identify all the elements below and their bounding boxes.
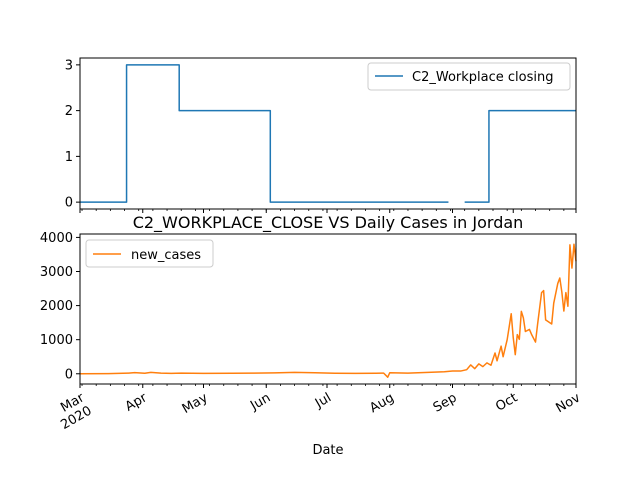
bottom-legend-box [85,239,214,268]
top-y-tick-label: 1 [65,150,73,165]
top-legend-box [367,62,571,91]
top-y-tick-label: 0 [65,196,73,211]
bottom-series-lines [79,243,577,378]
workplace-closing-line [464,109,576,203]
x-axis-label: Date [312,443,343,458]
top-legend: C2_Workplace closing [367,62,571,91]
top-y-ticks: 0 1 2 3 [65,58,80,211]
bottom-y-tick-label: 1000 [40,333,73,348]
new-cases-line [79,243,577,378]
chart-title: C2_WORKPLACE_CLOSE VS Daily Cases in Jor… [133,213,524,233]
top-y-tick-label: 2 [65,104,73,119]
top-axes-frame [79,57,577,210]
bottom-y-ticks: 0 1000 2000 3000 4000 [40,231,80,382]
top-y-tick-label: 3 [65,58,73,73]
top-axes: 0 1 2 3 C2_Workplace closing [65,57,577,213]
bottom-x-tick-label: Jul [312,390,334,411]
top-series-lines [80,64,576,203]
bottom-y-tick-label: 2000 [40,299,73,314]
bottom-y-tick-label: 0 [65,367,73,382]
bottom-legend-label: new_cases [131,248,201,263]
bottom-y-tick-label: 3000 [40,265,73,280]
bottom-legend: new_cases [85,239,214,268]
workplace-closing-line [80,64,449,203]
bottom-axes-frame [79,233,577,385]
top-legend-label: C2_Workplace closing [412,70,553,85]
bottom-y-tick-label: 4000 [40,231,73,246]
